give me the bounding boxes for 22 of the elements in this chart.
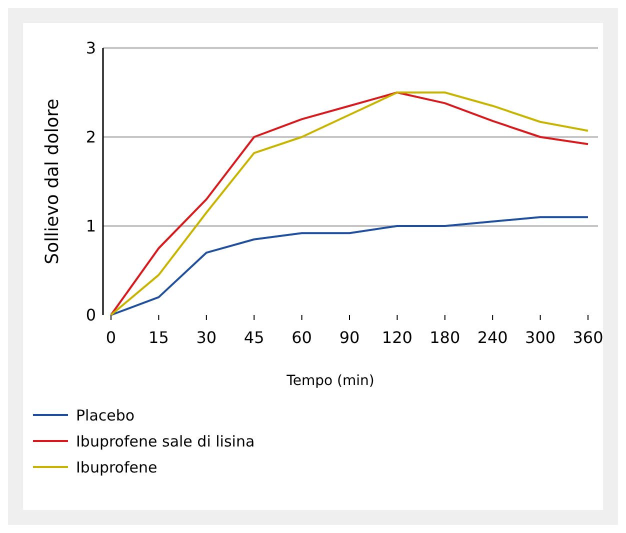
x-tick-label: 90 bbox=[339, 328, 360, 347]
x-tick-label: 0 bbox=[106, 328, 116, 347]
x-tick-label: 360 bbox=[572, 328, 604, 347]
x-tick-label: 30 bbox=[196, 328, 217, 347]
legend-label: Ibuprofene sale di lisina bbox=[76, 432, 255, 450]
line-series bbox=[110, 216, 589, 316]
x-tick-label: 120 bbox=[382, 328, 412, 347]
x-tick-label: 60 bbox=[292, 328, 312, 347]
x-tick-label: 240 bbox=[477, 328, 508, 347]
y-axis-title: Sollievo dal dolore bbox=[42, 98, 63, 264]
x-axis-title: Tempo (min) bbox=[286, 373, 374, 389]
legend-label: Ibuprofene bbox=[76, 458, 158, 476]
y-tick-label: 1 bbox=[86, 216, 96, 236]
x-tick-label: 300 bbox=[525, 328, 556, 347]
legend-label: Placebo bbox=[76, 406, 135, 424]
y-tick-label: 3 bbox=[86, 38, 96, 58]
x-tick-label: 180 bbox=[430, 328, 460, 347]
x-tick-label: 15 bbox=[148, 328, 169, 347]
line-series bbox=[110, 92, 589, 316]
y-tick-label: 2 bbox=[86, 128, 96, 147]
y-tick-label: 0 bbox=[86, 306, 96, 325]
x-tick-label: 45 bbox=[244, 328, 264, 347]
